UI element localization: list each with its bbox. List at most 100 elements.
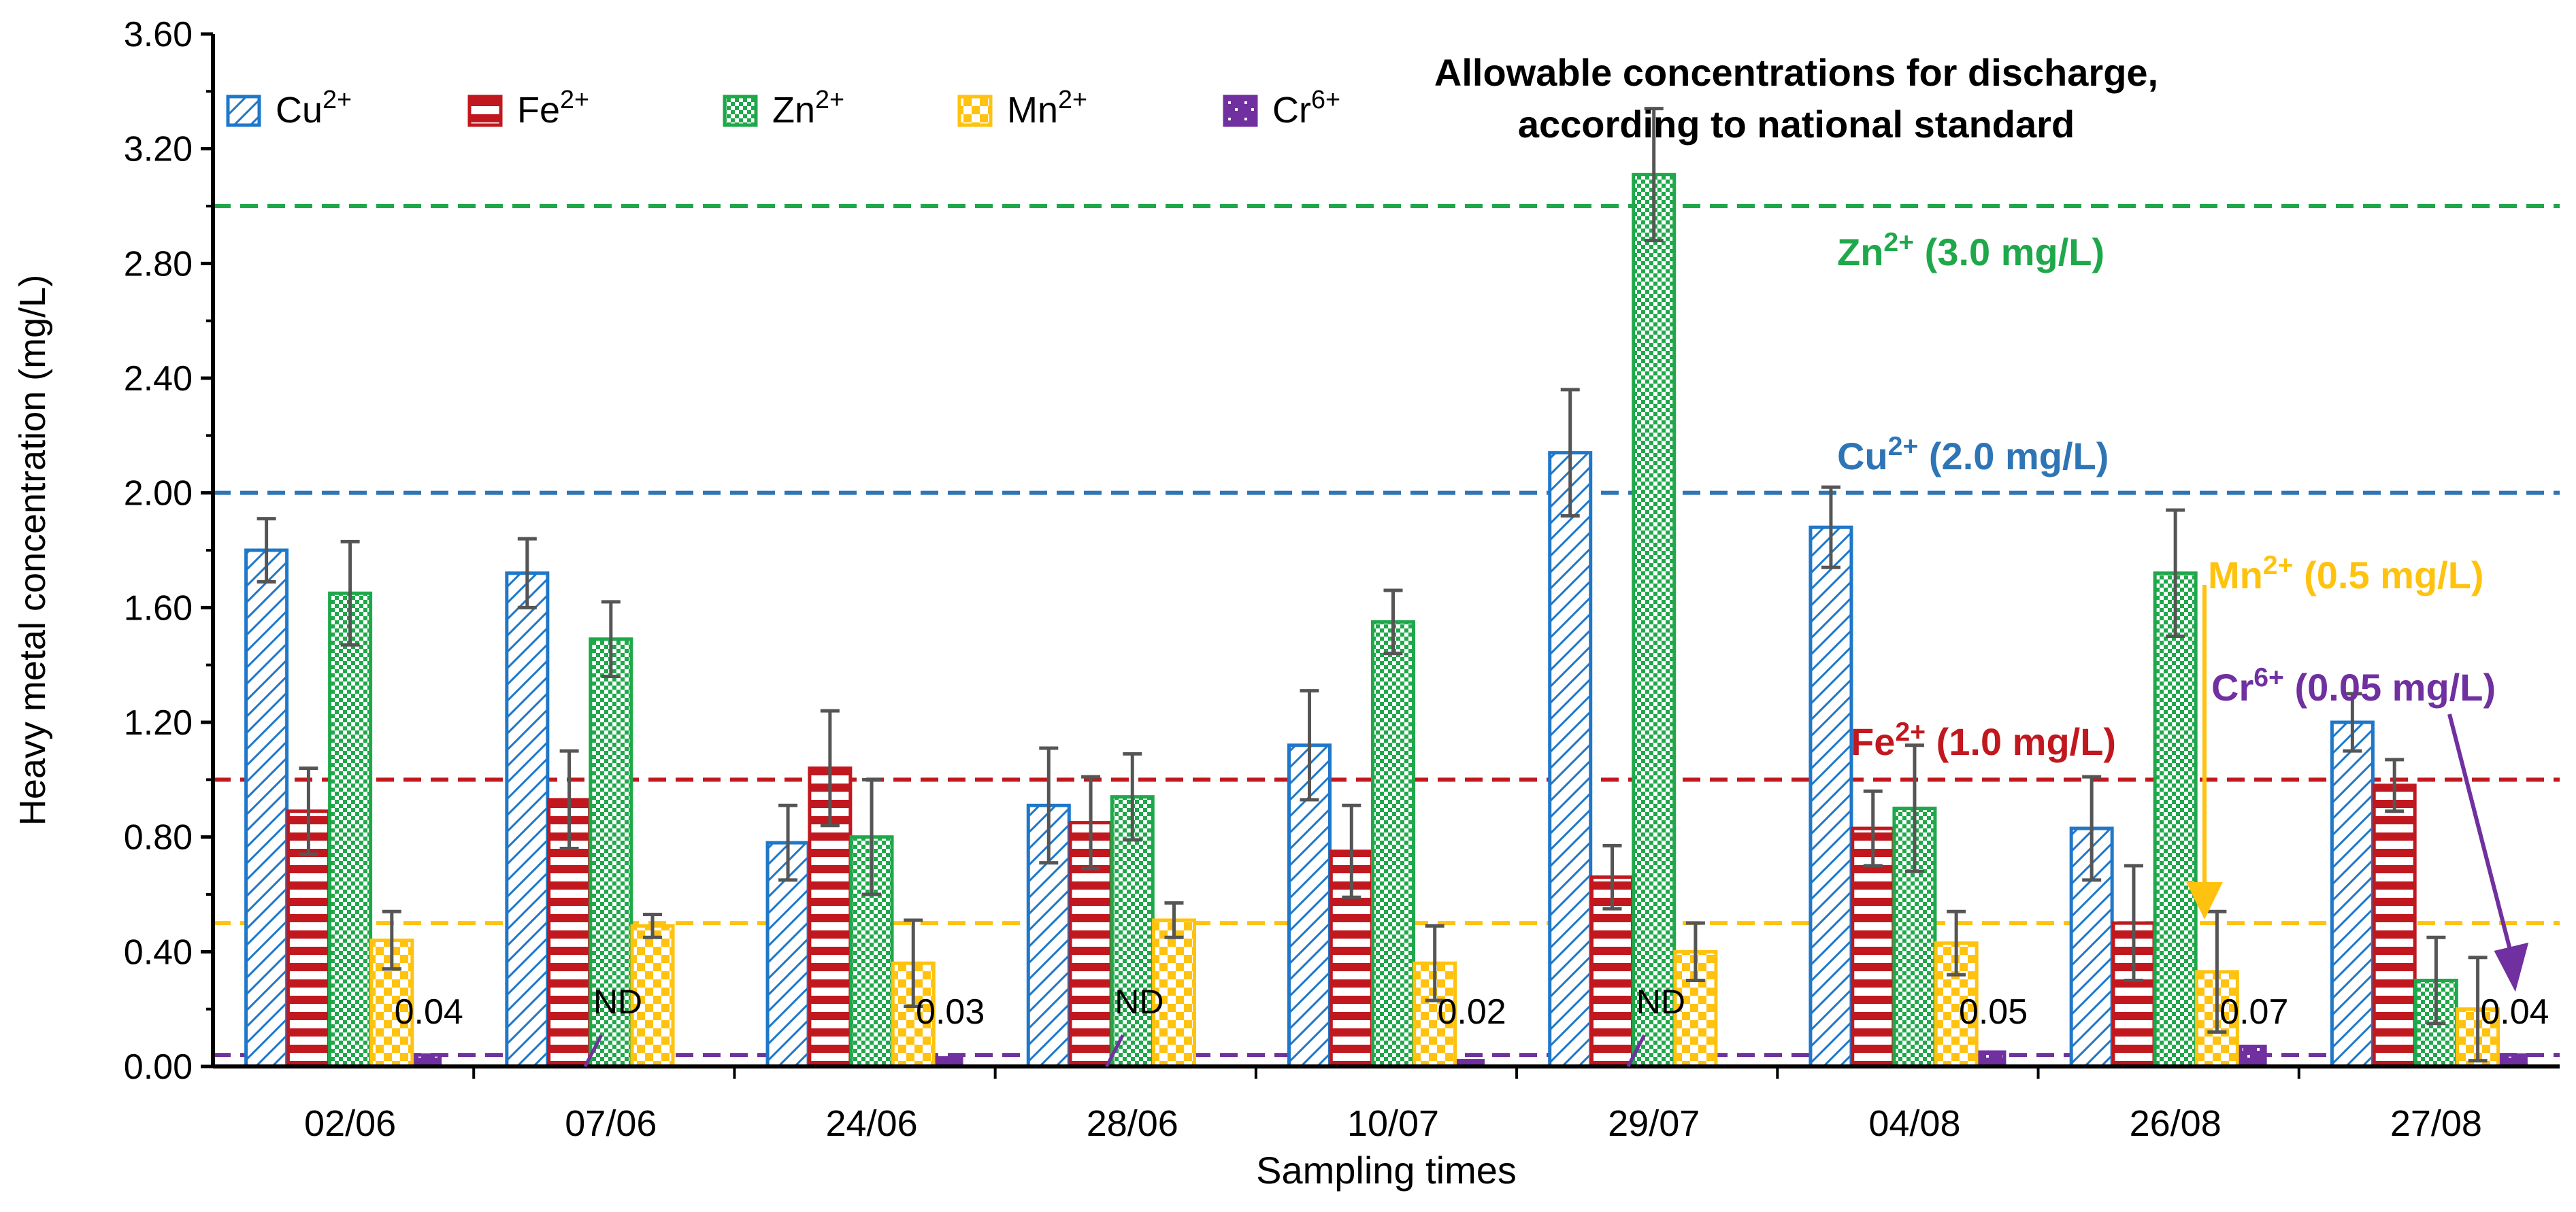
cr-label: 0.04 [395, 992, 463, 1032]
x-tick-label: 26/08 [2130, 1103, 2222, 1144]
axes [201, 32, 2560, 1079]
x-tick-label: 29/07 [1608, 1103, 1700, 1144]
legend-item-fe: Fe2+ [467, 86, 589, 131]
chart-title-line-1: Allowable concentrations for discharge, [1434, 51, 2158, 94]
error-bar-mn-6 [1947, 909, 1966, 977]
error-bar-cu-6 [1821, 485, 1840, 569]
bar-cu-6 [1809, 525, 1853, 1068]
error-bar-mn-2 [904, 918, 923, 1008]
error-bar-zn-6 [1904, 743, 1924, 873]
error-bar-fe-3 [1081, 775, 1101, 871]
error-bar-zn-2 [862, 777, 882, 896]
bar-cr-7 [2239, 1044, 2267, 1068]
y-axis-title: Heavy metal concentration (mg/L) [12, 275, 53, 826]
y-tick-label: 2.40 [124, 359, 193, 399]
error-bar-mn-4 [1425, 924, 1444, 1003]
x-tick-label: 04/08 [1868, 1103, 1960, 1144]
error-bar-zn-1 [601, 600, 621, 679]
error-bar-zn-0 [340, 539, 360, 647]
error-bar-zn-4 [1383, 588, 1403, 656]
limit-label-fe: Fe2+ (1.0 mg/L) [1851, 718, 2116, 764]
error-bar-cu-7 [2082, 775, 2102, 882]
cr-label: 0.04 [2480, 992, 2549, 1032]
error-bar-fe-0 [299, 766, 318, 856]
error-bar-zn-3 [1123, 752, 1142, 842]
svg-text:ND: ND [1114, 983, 1163, 1021]
cr-label-nd: ND [1626, 983, 1685, 1068]
error-bar-zn-8 [2426, 935, 2446, 1026]
x-tick-label: 10/07 [1347, 1103, 1439, 1144]
x-tick-label: 24/06 [825, 1103, 917, 1144]
error-bar-mn-0 [382, 909, 401, 971]
error-bar-cu-2 [778, 803, 798, 882]
legend-item-zn: Zn2+ [723, 86, 844, 131]
x-tick-label: 27/08 [2390, 1103, 2482, 1144]
error-bar-mn-5 [1685, 921, 1705, 982]
cr-label-nd: ND [583, 983, 642, 1068]
legend-item-cu: Cu2+ [226, 86, 352, 131]
bar-zn-7 [2153, 571, 2198, 1068]
error-bar-fe-7 [2124, 864, 2143, 982]
error-bar-fe-5 [1602, 843, 1622, 911]
x-axis-title: Sampling times [1256, 1149, 1517, 1192]
mn-arrow [2186, 585, 2223, 920]
error-bar-mn-1 [643, 913, 663, 939]
limit-label-zn: Zn2+ (3.0 mg/L) [1837, 228, 2104, 274]
error-bar-fe-4 [1342, 803, 1361, 899]
bar-cu-5 [1548, 451, 1593, 1068]
error-bar-cu-0 [257, 517, 276, 584]
cr-label-nd: ND [1105, 983, 1163, 1068]
svg-text:Cr6+: Cr6+ [1272, 86, 1340, 131]
x-tick-label: 28/06 [1087, 1103, 1178, 1144]
error-bar-cu-4 [1300, 689, 1319, 802]
bar-zn-0 [328, 591, 373, 1068]
bar-cu-0 [244, 548, 289, 1068]
bar-cu-8 [2330, 720, 2375, 1068]
chart-title-line-2: according to national standard [1518, 103, 2075, 146]
y-tick-label: 3.20 [124, 130, 193, 169]
error-bar-fe-6 [1863, 789, 1883, 868]
limit-label-mn: Mn2+ (0.5 mg/L) [2208, 551, 2484, 597]
bar-cu-1 [505, 571, 550, 1068]
annotations: Allowable concentrations for discharge, a… [1434, 51, 2529, 992]
limit-label-cr: Cr6+ (0.05 mg/L) [2211, 663, 2496, 709]
legend: Cu2+ Fe2+ Zn2+ Mn2+ Cr6+ [226, 86, 1340, 131]
y-tick-label: 1.60 [124, 588, 193, 628]
cr-label: 0.03 [916, 992, 985, 1032]
error-bar-cu-5 [1560, 388, 1580, 518]
y-tick-label: 0.40 [124, 932, 193, 972]
svg-text:ND: ND [1636, 983, 1685, 1021]
error-bar-fe-2 [820, 709, 840, 828]
error-bar-fe-1 [559, 749, 579, 851]
bars [244, 173, 2528, 1068]
error-bar-mn-3 [1164, 901, 1184, 939]
error-bar-fe-8 [2385, 758, 2405, 813]
error-bar-cu-8 [2343, 692, 2362, 753]
svg-text:Cu2+: Cu2+ [276, 86, 352, 131]
svg-text:ND: ND [593, 983, 642, 1021]
bar-zn-5 [1632, 173, 1677, 1068]
limit-label-cu: Cu2+ (2.0 mg/L) [1837, 432, 2109, 478]
y-tick-label: 0.80 [124, 818, 193, 858]
y-tick-label: 1.20 [124, 703, 193, 743]
y-tick-label: 3.60 [124, 15, 193, 54]
y-tick-label: 0.00 [124, 1047, 193, 1087]
y-tick-label: 2.00 [124, 474, 193, 514]
x-tick-label: 07/06 [565, 1103, 657, 1144]
error-bar-mn-8 [2468, 956, 2488, 1063]
cr-arrow [2447, 713, 2529, 992]
bar-fe-6 [1851, 826, 1896, 1068]
x-tick-label: 02/06 [304, 1103, 396, 1144]
cr-label: 0.07 [2219, 992, 2288, 1032]
y-tick-label: 2.80 [124, 244, 193, 284]
bar-fe-8 [2372, 784, 2417, 1068]
bar-zn-4 [1371, 620, 1415, 1068]
legend-item-cr: Cr6+ [1223, 86, 1340, 131]
labels: 0.00 0.40 0.80 1.20 1.60 2.00 2.40 2.80 3.20 3.60… [12, 15, 2549, 1192]
svg-text:Zn2+: Zn2+ [772, 86, 844, 131]
cr-label: 0.05 [1959, 992, 2028, 1032]
bar-cr-6 [1978, 1050, 2007, 1068]
error-bar-cu-1 [517, 537, 537, 609]
error-bars [257, 107, 2488, 1063]
